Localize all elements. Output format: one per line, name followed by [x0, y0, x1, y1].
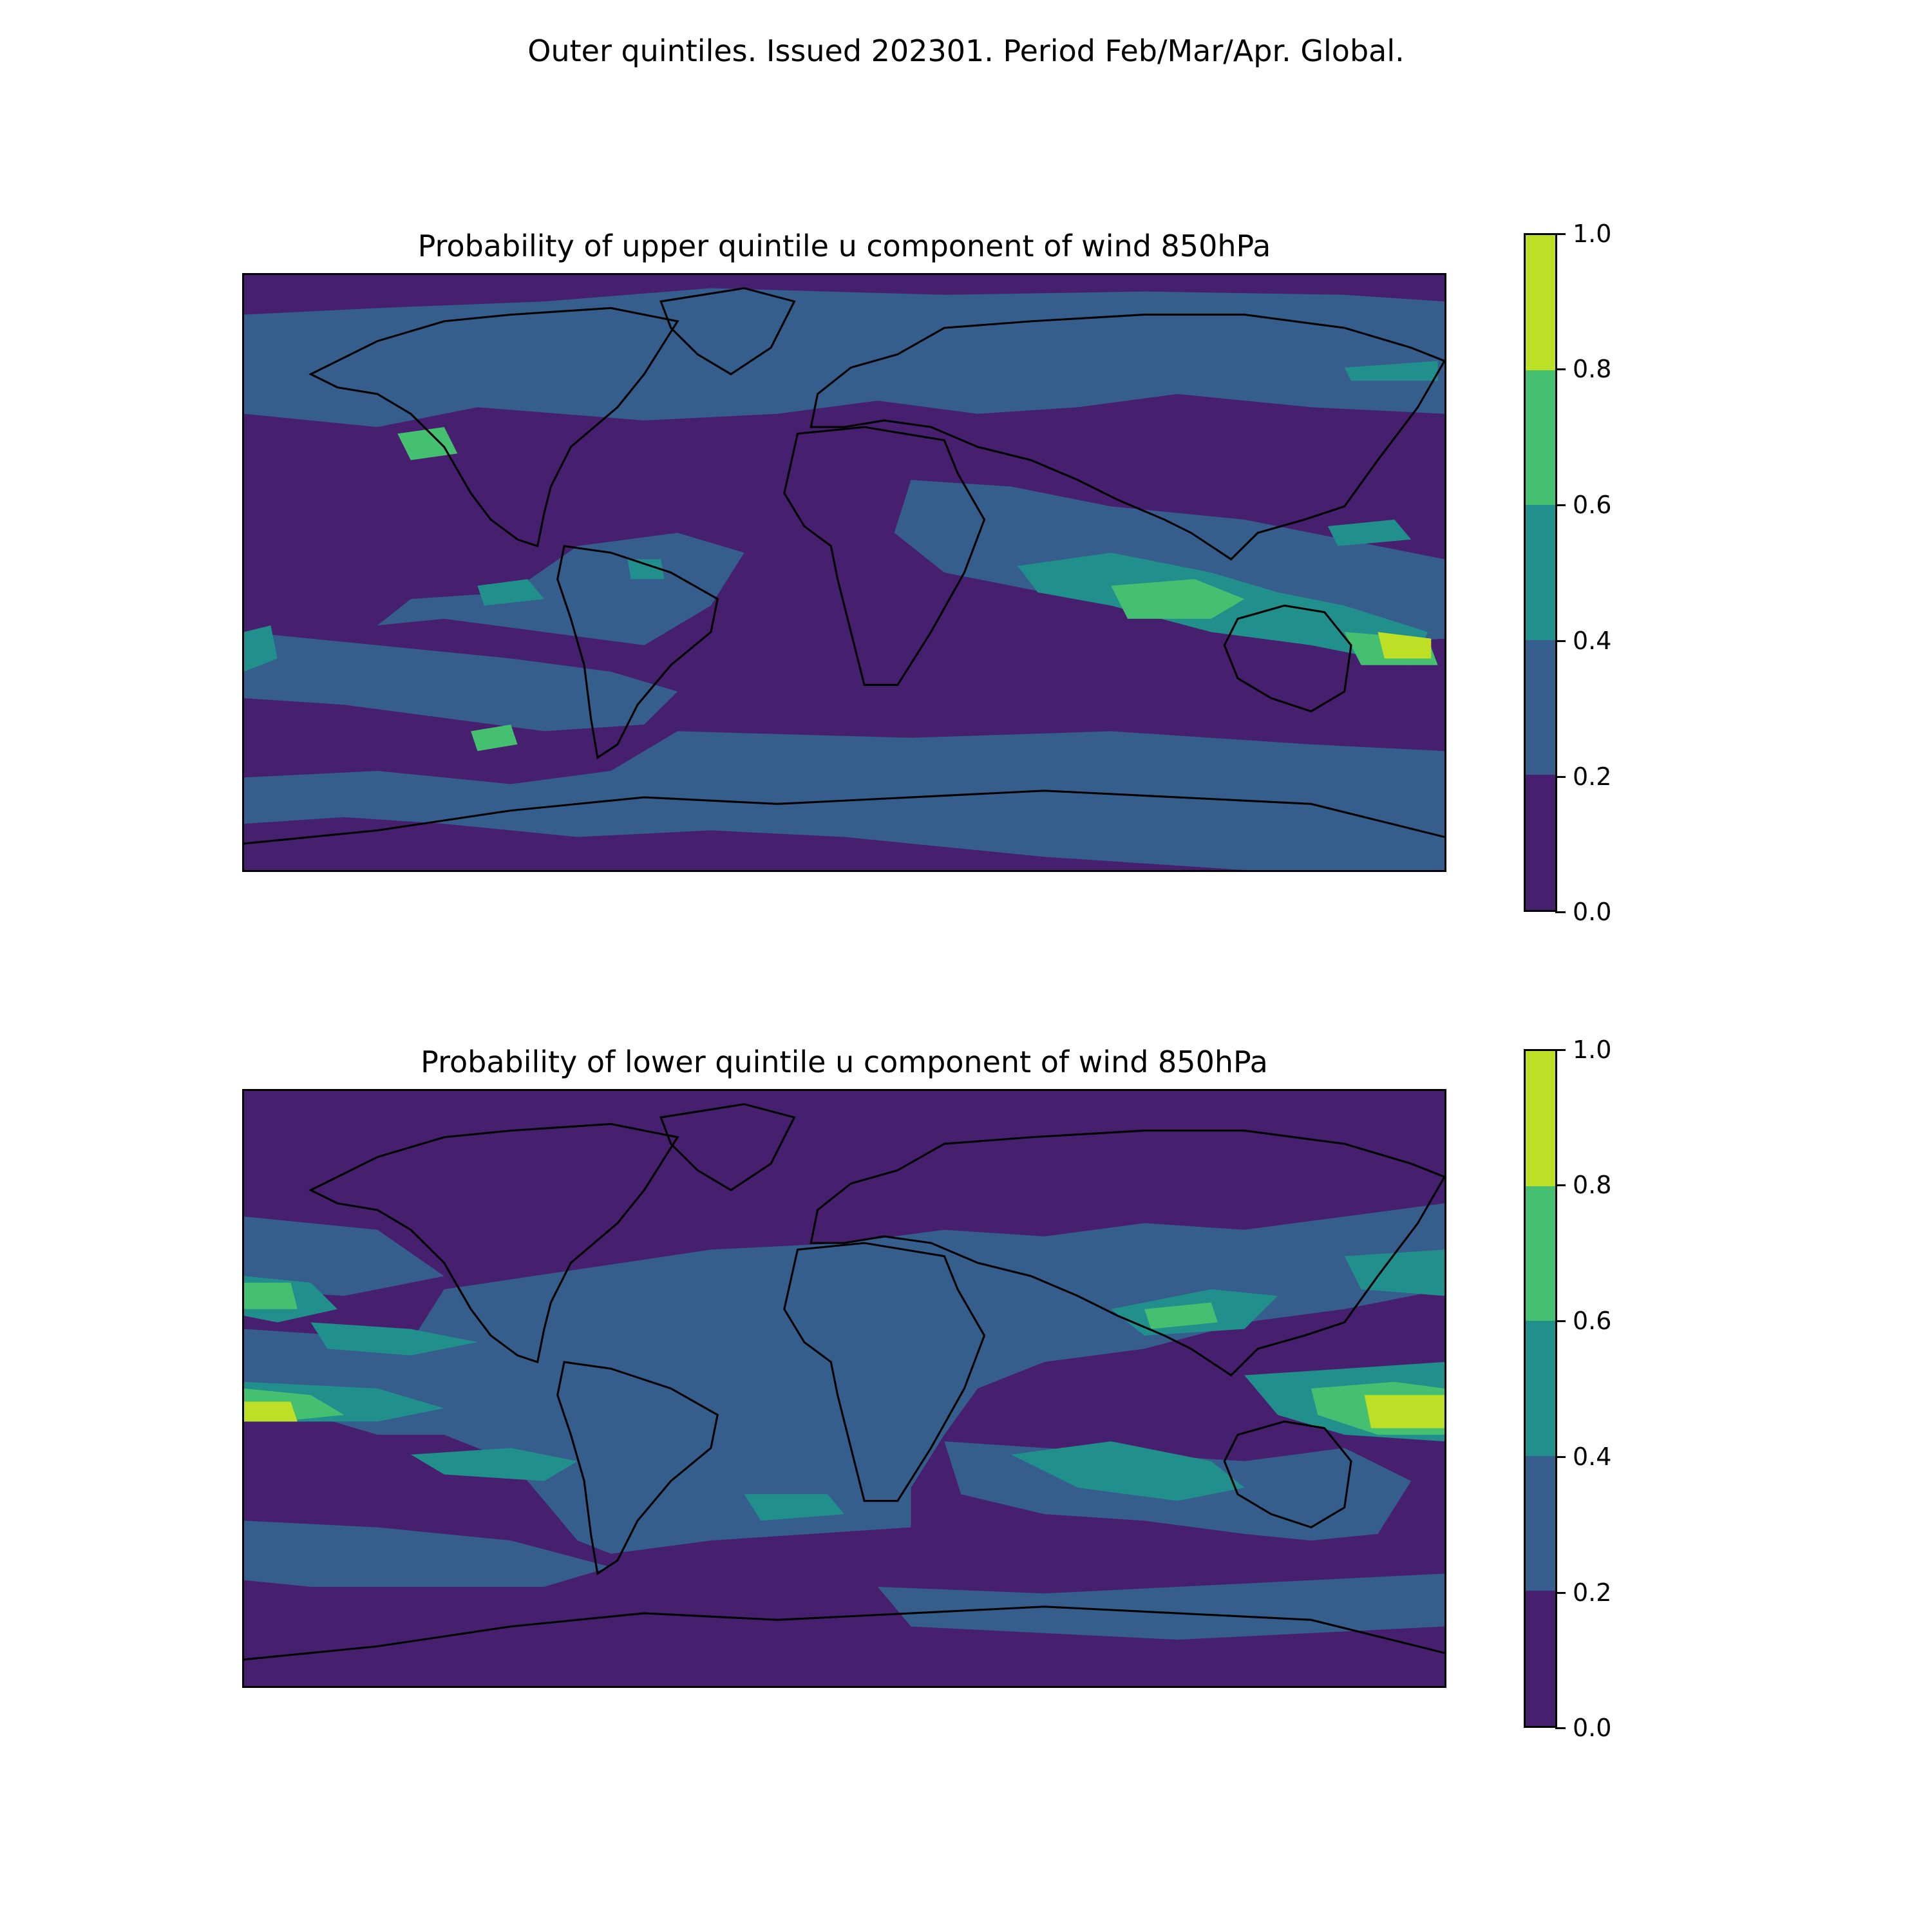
colorbar-segment	[1526, 505, 1555, 640]
coastline-australia	[1223, 604, 1352, 713]
prob-region	[244, 632, 678, 732]
prob-region	[744, 1494, 844, 1521]
prob-region	[244, 288, 1444, 428]
colorbar-tick-label: 0.0	[1573, 898, 1612, 926]
prob-region	[1344, 361, 1438, 381]
colorbar-tick-label: 0.6	[1573, 491, 1612, 519]
coastline-antarctica	[244, 1605, 1444, 1661]
colorbar-tick	[1555, 1184, 1566, 1186]
prob-region	[471, 724, 518, 752]
prob-region	[1344, 1249, 1444, 1296]
prob-region	[1364, 1395, 1444, 1428]
colorbar-tick	[1555, 640, 1566, 642]
colorbar-tick	[1555, 504, 1566, 506]
coastline-north-america	[308, 307, 679, 547]
prob-region	[310, 1322, 478, 1356]
colorbar-segment	[1526, 235, 1555, 370]
prob-region	[244, 625, 278, 672]
colorbar-tick-label: 0.4	[1573, 627, 1612, 655]
colorbar-tick	[1555, 1049, 1566, 1051]
colorbar-tick-label: 0.6	[1573, 1307, 1612, 1335]
colorbar-tick-label: 0.8	[1573, 355, 1612, 383]
colorbar-tick	[1555, 1592, 1566, 1594]
colorbar-tick-label: 1.0	[1573, 1036, 1612, 1064]
panel-lower-map	[242, 1089, 1446, 1688]
prob-region	[1327, 519, 1412, 546]
colorbar-tick	[1555, 233, 1566, 235]
colorbar-tick-label: 1.0	[1573, 220, 1612, 248]
coastline-eurasia	[810, 1130, 1444, 1377]
colorbar-segment	[1526, 1321, 1555, 1456]
coastline-north-america	[308, 1122, 679, 1363]
coastline-greenland	[659, 287, 796, 375]
coastline-africa	[783, 426, 986, 687]
prob-region	[244, 1329, 411, 1382]
prob-region	[1144, 1302, 1218, 1329]
colorbar-tick	[1555, 368, 1566, 370]
coastline-africa	[783, 1242, 986, 1502]
prob-region	[627, 559, 665, 580]
coastline-antarctica	[244, 790, 1444, 845]
colorbar-segment	[1526, 1591, 1555, 1726]
prob-region	[477, 579, 544, 606]
colorbar-tick	[1555, 776, 1566, 778]
prob-region	[244, 1282, 298, 1309]
coastline-south-america	[556, 1361, 719, 1576]
coastlines	[244, 1103, 1444, 1661]
prob-region	[244, 1217, 444, 1296]
panel-lower-colorbar	[1524, 1049, 1557, 1728]
colorbar-tick-label: 0.2	[1573, 762, 1612, 791]
prob-region	[877, 1573, 1444, 1640]
colorbar-tick-label: 0.0	[1573, 1714, 1612, 1742]
coastline-south-america	[556, 545, 719, 760]
coastlines	[244, 287, 1444, 845]
panel-lower-title: Probability of lower quintile u componen…	[421, 1045, 1268, 1079]
colorbar-segment	[1526, 775, 1555, 910]
colorbar-tick-label: 0.8	[1573, 1171, 1612, 1199]
colorbar-tick-label: 0.2	[1573, 1578, 1612, 1607]
colorbar-segment	[1526, 1186, 1555, 1321]
prob-region	[410, 1448, 578, 1481]
coastline-greenland	[659, 1103, 796, 1191]
prob-region	[1378, 632, 1432, 659]
prob-region	[397, 427, 458, 460]
colorbar-tick	[1555, 911, 1566, 913]
prob-region	[1111, 579, 1245, 619]
prob-region	[244, 1520, 611, 1587]
colorbar-segment	[1526, 370, 1555, 506]
figure-suptitle: Outer quintiles. Issued 202301. Period F…	[527, 33, 1405, 68]
colorbar-tick	[1555, 1320, 1566, 1322]
prob-region	[244, 1401, 298, 1422]
colorbar-segment	[1526, 1051, 1555, 1186]
panel-upper-colorbar	[1524, 233, 1557, 912]
colorbar-segment	[1526, 639, 1555, 775]
colorbar-tick	[1555, 1456, 1566, 1458]
panel-upper-map	[242, 273, 1446, 872]
coastline-australia	[1223, 1420, 1352, 1529]
colorbar-segment	[1526, 1455, 1555, 1591]
coastline-eurasia	[810, 314, 1444, 561]
colorbar-tick-label: 0.4	[1573, 1443, 1612, 1471]
colorbar-tick	[1555, 1727, 1566, 1729]
prob-region	[1010, 1441, 1245, 1501]
panel-upper-title: Probability of upper quintile u componen…	[417, 229, 1271, 263]
